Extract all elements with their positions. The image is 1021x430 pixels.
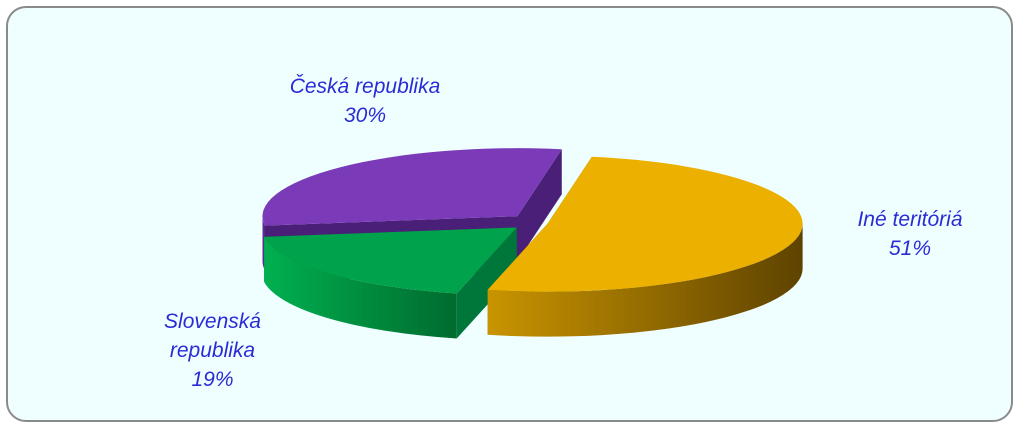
value-label: 51% — [888, 237, 932, 260]
value-label: 30% — [343, 104, 387, 127]
slice-face — [517, 149, 562, 262]
slice-label: Česká republika 30% — [265, 72, 465, 130]
slice-label: Iné teritóriá 51% — [835, 205, 985, 263]
slice — [264, 227, 517, 294]
category-label: Iné teritóriá — [857, 208, 963, 231]
slice-side — [487, 223, 803, 337]
category-label: Slovenská republika — [164, 310, 261, 362]
slice-side — [264, 236, 457, 339]
slice — [262, 148, 562, 226]
slice-label: Slovenská republika 19% — [140, 307, 285, 394]
slice — [487, 156, 803, 292]
category-label: Česká republika — [289, 75, 441, 98]
value-label: 19% — [191, 368, 234, 391]
